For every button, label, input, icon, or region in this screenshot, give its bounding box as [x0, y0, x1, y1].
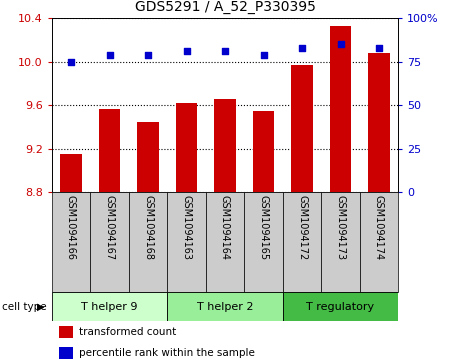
- Bar: [283, 192, 321, 292]
- Text: GSM1094168: GSM1094168: [143, 195, 153, 260]
- Text: GSM1094166: GSM1094166: [66, 195, 76, 260]
- Bar: [283, 292, 398, 321]
- Text: cell type: cell type: [2, 302, 47, 312]
- Text: GSM1094172: GSM1094172: [297, 195, 307, 261]
- Bar: [206, 192, 244, 292]
- Text: GSM1094163: GSM1094163: [181, 195, 192, 260]
- Bar: [60, 154, 81, 192]
- Text: GSM1094167: GSM1094167: [104, 195, 114, 261]
- Point: [375, 45, 382, 51]
- Point: [260, 52, 267, 58]
- Text: GSM1094173: GSM1094173: [336, 195, 346, 261]
- Bar: [167, 192, 206, 292]
- Bar: [244, 192, 283, 292]
- Point: [106, 52, 113, 58]
- Text: T regulatory: T regulatory: [306, 302, 374, 312]
- Text: transformed count: transformed count: [80, 327, 177, 337]
- Text: GSM1094174: GSM1094174: [374, 195, 384, 261]
- Bar: [292, 65, 313, 192]
- Point: [337, 41, 344, 47]
- Bar: [58, 326, 72, 338]
- Text: T helper 2: T helper 2: [197, 302, 253, 312]
- Bar: [176, 103, 197, 192]
- Bar: [369, 53, 390, 192]
- Bar: [52, 292, 167, 321]
- Bar: [360, 192, 398, 292]
- Point: [144, 52, 152, 58]
- Point: [221, 48, 229, 54]
- Bar: [321, 192, 360, 292]
- Point: [298, 45, 306, 51]
- Bar: [214, 99, 236, 192]
- Bar: [58, 347, 72, 359]
- Bar: [99, 109, 120, 192]
- Bar: [253, 111, 274, 192]
- Text: T helper 9: T helper 9: [81, 302, 138, 312]
- Bar: [167, 292, 283, 321]
- Bar: [330, 26, 351, 192]
- Bar: [52, 192, 90, 292]
- Title: GDS5291 / A_52_P330395: GDS5291 / A_52_P330395: [135, 0, 315, 15]
- Bar: [129, 192, 167, 292]
- Point: [68, 59, 75, 65]
- Text: GSM1094164: GSM1094164: [220, 195, 230, 260]
- Point: [183, 48, 190, 54]
- Text: percentile rank within the sample: percentile rank within the sample: [80, 348, 255, 358]
- Text: GSM1094165: GSM1094165: [258, 195, 269, 261]
- Text: ▶: ▶: [36, 302, 44, 312]
- Bar: [90, 192, 129, 292]
- Bar: [137, 122, 158, 192]
